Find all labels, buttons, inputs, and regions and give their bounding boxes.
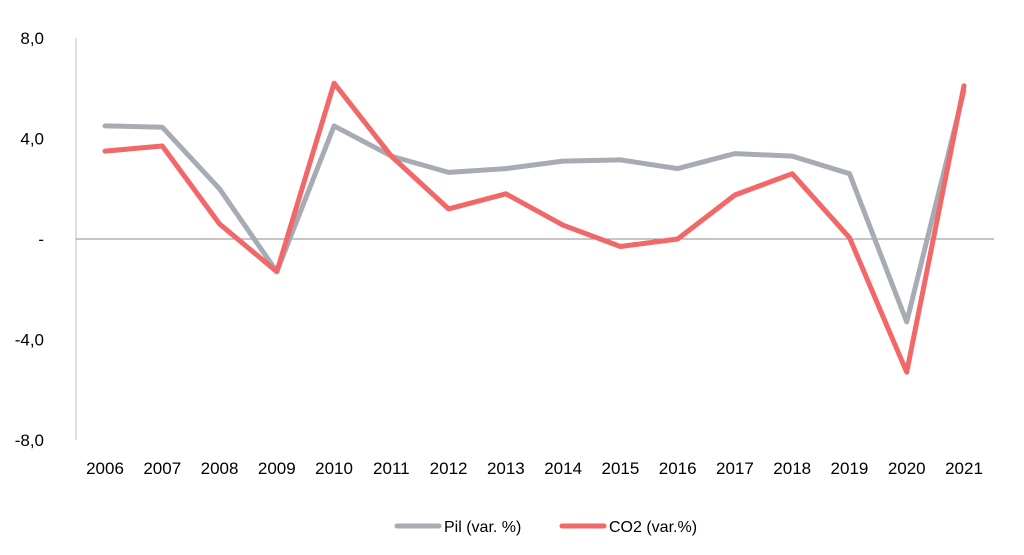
x-tick-label: 2016 — [659, 459, 697, 478]
y-tick-label: -4,0 — [15, 331, 44, 350]
x-tick-label: 2019 — [831, 459, 869, 478]
x-tick-label: 2012 — [430, 459, 468, 478]
series-line-1 — [102, 88, 967, 325]
legend: Pil (var. %) CO2 (var.%) — [394, 519, 697, 536]
x-tick-label: 2008 — [201, 459, 239, 478]
x-tick-label: 2007 — [143, 459, 181, 478]
x-tick-label: 2006 — [86, 459, 124, 478]
x-tick-label: 2018 — [773, 459, 811, 478]
series-line-2 — [102, 80, 967, 375]
x-tick-label: 2017 — [716, 459, 754, 478]
x-tick-label: 2015 — [601, 459, 639, 478]
x-tick-label: 2011 — [373, 459, 410, 478]
legend-label-1: Pil (var. %) — [444, 519, 521, 536]
series-lines — [102, 80, 967, 375]
y-tick-label: -8,0 — [15, 431, 44, 450]
legend-label-2: CO2 (var.%) — [609, 519, 697, 536]
y-tick-label: - — [38, 230, 44, 249]
x-tick-label: 2020 — [888, 459, 926, 478]
x-tick-label: 2010 — [315, 459, 353, 478]
x-tick-label: 2009 — [258, 459, 296, 478]
x-tick-label: 2014 — [544, 459, 582, 478]
y-tick-labels: 8,0 4,0 - -4,0 -8,0 — [15, 29, 44, 450]
x-tick-labels: 2006 2007 2008 2009 2010 2011 2012 2013 2014 2015… — [86, 459, 983, 478]
x-tick-label: 2013 — [487, 459, 525, 478]
y-tick-label: 8,0 — [20, 29, 44, 48]
y-tick-label: 4,0 — [20, 130, 44, 149]
x-tick-label: 2021 — [945, 459, 983, 478]
